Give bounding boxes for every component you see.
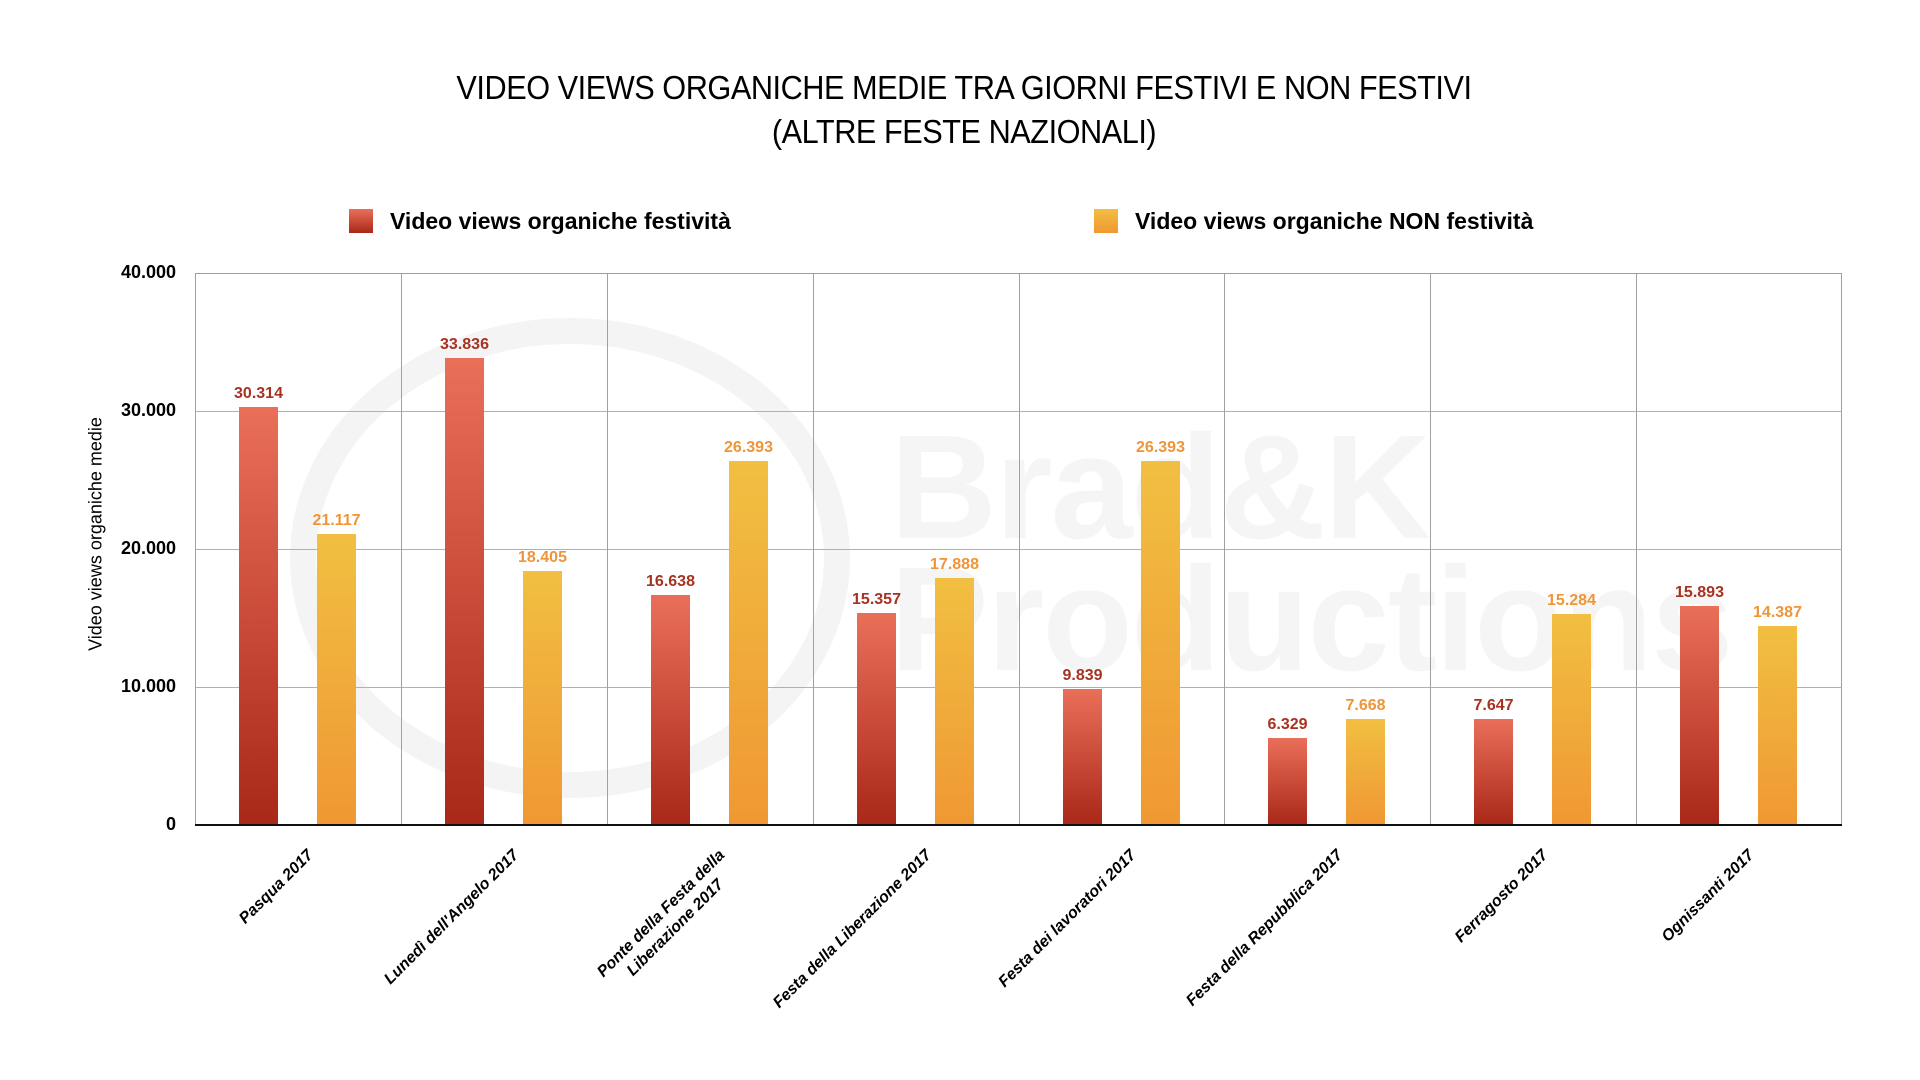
legend-swatch-red-icon (349, 209, 373, 233)
x-tick-label-line: Lunedì dell'Angelo 2017 (380, 846, 523, 988)
bar-festivita (239, 407, 278, 825)
bar-value-label: 6.329 (1267, 716, 1308, 733)
x-tick-label-line: Ognissanti 2017 (1658, 846, 1758, 946)
x-axis-line (195, 824, 1842, 826)
bar-non-festivita (1346, 719, 1385, 825)
bar-non-festivita (1552, 614, 1591, 825)
bar-value-label: 26.393 (724, 439, 773, 456)
gridline-horizontal (195, 687, 1842, 688)
bar-value-label: 26.393 (1136, 439, 1185, 456)
bar-non-festivita (1758, 626, 1797, 825)
x-tick-label-line: Ponte della Festa della (593, 846, 728, 981)
y-tick-label: 10.000 (120, 676, 176, 696)
gridline-vertical (1636, 273, 1637, 825)
y-tick-label: 30.000 (120, 400, 176, 420)
gridline-vertical (813, 273, 814, 825)
bar-non-festivita (523, 571, 562, 825)
bar-festivita (445, 358, 484, 825)
legend-swatch-yellow-icon (1094, 209, 1118, 233)
bar-non-festivita (935, 578, 974, 825)
y-tick-label: 0 (165, 814, 176, 834)
legend-label: Video views organiche festività (390, 207, 731, 234)
bar-value-label: 14.387 (1753, 604, 1802, 621)
bar-value-label: 17.888 (930, 556, 979, 573)
gridline-vertical (1224, 273, 1225, 825)
bar-value-label: 33.836 (440, 336, 489, 353)
y-tick-label: 40.000 (120, 262, 176, 282)
x-tick-label: Lunedì dell'Angelo 2017 (380, 846, 523, 989)
x-tick-label-line: Festa della Liberazione 2017 (769, 846, 935, 1012)
bar-festivita (1680, 606, 1719, 825)
bar-festivita (1063, 689, 1102, 825)
bar-value-label: 16.638 (646, 573, 695, 590)
x-tick-label: Pasqua 2017 (235, 846, 318, 929)
x-tick-label-line: Ferragosto 2017 (1452, 846, 1552, 947)
x-tick-label: Festa dei lavoratori 2017 (995, 846, 1141, 992)
bar-value-label: 7.668 (1345, 697, 1386, 714)
bar-value-label: 15.284 (1547, 592, 1596, 609)
gridline-vertical (1019, 273, 1020, 825)
chart-title-line-2: (ALTRE FESTE NAZIONALI) (771, 113, 1157, 150)
bar-value-label: 9.839 (1062, 667, 1103, 684)
x-tick-label: Ognissanti 2017 (1658, 846, 1759, 947)
y-tick-label: 20.000 (120, 538, 176, 558)
bar-value-label: 15.893 (1675, 584, 1724, 601)
bar-value-label: 7.647 (1473, 697, 1514, 714)
bar-non-festivita (1141, 461, 1180, 825)
bar-value-label: 21.117 (312, 512, 361, 529)
bar-festivita (1268, 738, 1307, 825)
bar-festivita (1474, 719, 1513, 825)
gridline-horizontal (195, 549, 1842, 550)
x-tick-label-line: Festa della Repubblica 2017 (1183, 846, 1347, 1010)
bar-festivita (651, 595, 690, 825)
bar-festivita (857, 613, 896, 825)
x-tick-label-line: Festa dei lavoratori 2017 (995, 846, 1140, 991)
chart-title: VIDEO VIEWS ORGANICHE MEDIE TRA GIORNI F… (67, 66, 1860, 154)
x-tick-label: Festa della Liberazione 2017 (769, 846, 936, 1013)
gridline-horizontal (195, 411, 1842, 412)
bar-non-festivita (317, 534, 356, 825)
gridline-vertical (1430, 273, 1431, 825)
x-tick-label: Ferragosto 2017 (1451, 846, 1553, 948)
x-tick-label-line: Liberazione 2017 (623, 876, 727, 980)
bar-value-label: 30.314 (234, 385, 283, 402)
bar-value-label: 18.405 (518, 549, 567, 566)
gridline-vertical (401, 273, 402, 825)
gridline-vertical (607, 273, 608, 825)
bar-value-label: 15.357 (852, 591, 901, 608)
chart-title-line-1: VIDEO VIEWS ORGANICHE MEDIE TRA GIORNI F… (456, 69, 1472, 106)
y-axis-title: Video views organiche medie (85, 417, 106, 651)
legend-item-festivita: Video views organiche festività (349, 207, 731, 235)
bar-non-festivita (729, 461, 768, 825)
x-tick-label-line: Pasqua 2017 (236, 846, 317, 928)
x-tick-label: Ponte della Festa della Liberazione 2017 (593, 846, 743, 996)
legend-label: Video views organiche NON festività (1135, 207, 1534, 234)
x-tick-label: Festa della Repubblica 2017 (1183, 846, 1348, 1011)
legend-item-non-festivita: Video views organiche NON festività (1094, 207, 1533, 235)
